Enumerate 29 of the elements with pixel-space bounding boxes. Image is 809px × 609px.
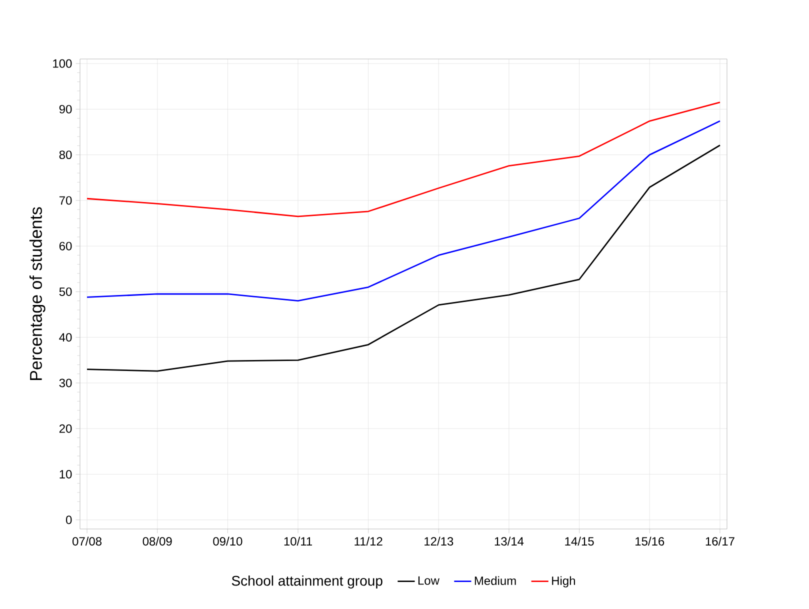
- y-tick-label: 80: [59, 150, 72, 160]
- y-tick-label: 50: [59, 287, 72, 296]
- x-tick-label: 14/15: [565, 536, 594, 546]
- y-tick-label: 40: [59, 333, 72, 342]
- x-tick-label: 16/17: [706, 536, 734, 546]
- legend-title: School attainment group: [232, 575, 382, 589]
- y-tick-label: 100: [53, 59, 72, 68]
- x-tick-label: 07/08: [72, 536, 102, 546]
- legend-label: High: [552, 576, 575, 588]
- x-tick-label: 12/13: [424, 536, 454, 546]
- y-tick-label: 60: [59, 242, 72, 250]
- y-axis-title: Percentage of students: [29, 207, 46, 380]
- y-tick-label: 20: [59, 424, 72, 433]
- y-tick-label: 70: [59, 196, 72, 205]
- y-tick-label: 30: [59, 378, 72, 388]
- x-tick-label: 15/16: [636, 536, 664, 546]
- line-series: [86, 144, 721, 372]
- x-tick-label: 11/12: [354, 536, 382, 546]
- line-series: [86, 102, 721, 218]
- y-tick-label: 90: [59, 104, 72, 114]
- x-tick-label: 09/10: [213, 536, 242, 546]
- y-tick-label: 10: [60, 470, 72, 478]
- legend-label: Medium: [474, 576, 516, 586]
- x-tick-label: 08/09: [142, 536, 172, 546]
- x-tick-label: 13/14: [494, 536, 524, 546]
- line-series: [86, 120, 721, 302]
- legend-label: Low: [418, 576, 440, 585]
- x-tick-label: 10/11: [284, 536, 312, 546]
- y-tick-label: 0: [66, 516, 72, 524]
